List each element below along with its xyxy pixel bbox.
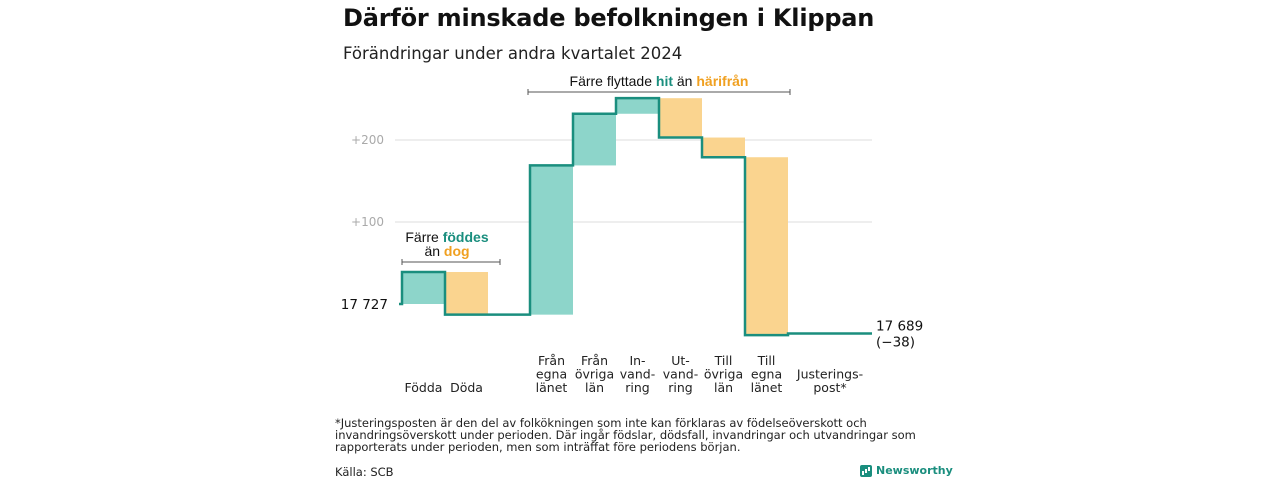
annotation-in-text: föddes (443, 229, 489, 245)
category-label: Justerings- (796, 367, 863, 382)
category-label: Till (714, 353, 733, 368)
source-label: Källa: SCB (335, 465, 394, 479)
end-value-label: 17 689 (876, 319, 923, 335)
category-label: Till (757, 353, 776, 368)
waterfall-bar (745, 157, 788, 336)
cumulative-step-line (399, 96, 872, 337)
category-label: In- (629, 353, 645, 368)
end-change-label: (−38) (876, 335, 915, 351)
waterfall-bar (616, 98, 659, 114)
category-label: län (585, 380, 604, 395)
waterfall-bar (659, 98, 702, 138)
annotation-out-text: härifrån (696, 73, 748, 89)
category-label: övriga (575, 367, 614, 382)
waterfall-bar (573, 113, 616, 166)
y-tick-label: +200 (351, 133, 384, 147)
annotation-out-text: dog (444, 243, 470, 259)
waterfall-bar (702, 137, 745, 158)
category-label: länet (536, 380, 568, 395)
category-label: Från (581, 353, 608, 368)
chart-bars-icon (860, 464, 872, 477)
category-label: post* (813, 380, 846, 395)
category-label: Från (538, 353, 565, 368)
births-annotation-line1: Färre föddes (405, 229, 488, 245)
births-annotation-line2: än dog (424, 243, 469, 259)
category-label: vand- (663, 367, 698, 382)
category-label: Döda (450, 380, 483, 395)
category-label: egna (751, 367, 782, 382)
category-label: Födda (405, 380, 443, 395)
category-label: länet (751, 380, 783, 395)
start-value-label: 17 727 (341, 297, 388, 313)
migration-annotation: Färre flyttade hit än härifrån (570, 73, 749, 89)
category-label: ring (625, 380, 649, 395)
chart-subtitle: Förändringar under andra kvartalet 2024 (343, 44, 683, 63)
annotation-plain-text: Färre (405, 229, 442, 245)
annotation-plain-text: än (424, 243, 443, 259)
brand-logo: Newsworthy (860, 464, 953, 477)
chart-title: Därför minskade befolkningen i Klippan (343, 4, 875, 32)
annotation-plain-text: Färre flyttade (570, 73, 656, 89)
category-label: övriga (704, 367, 743, 382)
brand-name: Newsworthy (876, 464, 953, 477)
waterfall-bar (402, 272, 445, 304)
category-label: egna (536, 367, 567, 382)
category-label: ring (668, 380, 692, 395)
footnote: *Justeringsposten är den del av folkökni… (335, 416, 916, 454)
category-label: Ut- (671, 353, 690, 368)
annotation-in-text: hit (656, 73, 673, 89)
category-label: vand- (620, 367, 655, 382)
category-label: län (714, 380, 733, 395)
waterfall-bar (530, 165, 573, 315)
y-tick-label: +100 (351, 215, 384, 229)
annotation-plain-text: än (673, 73, 696, 89)
waterfall-bar (445, 272, 488, 315)
